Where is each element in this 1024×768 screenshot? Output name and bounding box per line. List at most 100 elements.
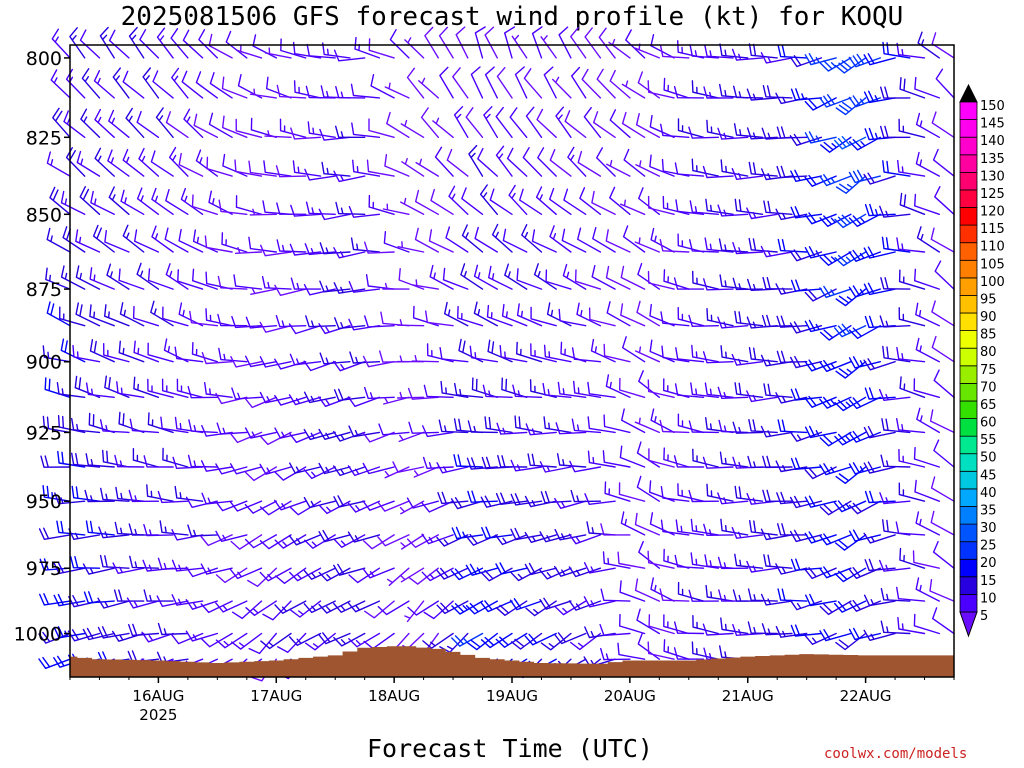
wind-barb [819,94,852,108]
colorbar-box [959,470,978,490]
x-tick-label: 18AUG [368,687,420,705]
wind-barb [57,450,86,468]
wind-barb [573,380,602,398]
wind-barb [533,263,557,290]
wind-barb [790,88,823,101]
wind-barb [897,616,926,635]
wind-barb [97,597,130,609]
wind-barb [819,325,852,341]
wind-barb [362,462,395,475]
wind-barb [200,563,233,575]
colorbar-label: 90 [980,310,997,325]
wind-barb [38,631,71,644]
wind-barb [898,307,926,327]
colorbar-label: 10 [980,591,997,606]
wind-barb [368,194,395,215]
wind-barb [848,213,881,227]
wind-barb [480,567,513,582]
wind-barb [303,600,336,614]
wind-barb [524,632,557,646]
wind-barb [762,455,793,469]
wind-barb [760,528,793,541]
wind-barb [333,247,366,259]
wind-barb [605,229,631,253]
wind-barb [420,107,439,138]
wind-barb [790,169,823,182]
wind-barb [244,427,277,439]
wind-barb [423,600,454,620]
wind-barb [508,184,528,215]
wind-barb [54,492,86,505]
wind-barb [848,285,881,298]
wind-barb [617,551,646,569]
wind-barb [549,187,572,215]
wind-barb [250,117,277,138]
wind-barb [880,125,911,139]
wind-barb [496,422,528,435]
wind-barb [60,190,86,215]
wind-barb [107,149,130,177]
wind-barb [100,487,130,502]
wind-barb [352,159,381,177]
wind-barb [834,534,867,551]
wind-barb [717,204,749,217]
wind-barb [495,562,528,575]
colorbar-label: 50 [980,451,997,466]
y-tick-label: 975 [26,558,62,580]
wind-barb [567,146,587,177]
wind-barb [599,624,631,637]
wind-barb [379,350,410,363]
colorbar-box [959,541,978,560]
wind-barb [915,151,940,177]
wind-barb [690,518,719,536]
wind-barb [377,600,410,616]
wind-barb [218,347,248,363]
wind-barb [259,567,292,582]
wind-barb [382,203,410,215]
wind-barb [178,152,204,177]
wind-barb [289,243,322,256]
wind-barb [760,593,793,606]
wind-barb [897,159,926,177]
wind-barb [480,600,513,613]
wind-barb [229,567,263,580]
wind-barb [152,70,174,99]
wind-barb [56,382,86,398]
wind-barb [583,562,616,574]
wind-barb [139,29,160,59]
wind-barb [318,529,351,543]
wind-barb [150,150,174,177]
wind-barb [929,579,955,602]
wind-barb [561,228,587,253]
wind-barb [649,480,675,502]
wind-barb [916,226,940,253]
wind-barb [749,520,778,536]
wind-barb [244,500,277,514]
wind-barb [677,483,705,502]
wind-barb [525,423,557,436]
wind-barb [584,493,616,505]
wind-barb [134,229,160,253]
wind-barb [398,431,425,443]
wind-barb [303,391,336,404]
wind-barb [880,588,911,602]
wind-barb [913,446,940,468]
wind-barb [127,623,160,637]
wind-barb [62,226,86,253]
x-axis-label: Forecast Time (UTC) [367,734,653,763]
wind-barb [488,265,513,290]
wind-barb [673,277,705,290]
wind-barb [819,533,852,546]
wind-barb [529,379,557,398]
wind-barb [453,454,484,468]
wind-barb [762,489,793,502]
colorbar-box [959,330,978,349]
wind-barb [89,267,115,290]
wind-barb [277,632,307,653]
wind-barb [790,279,823,292]
wind-barb [304,534,336,549]
wind-barb [731,168,764,180]
wind-barb [215,500,248,512]
wind-barb [468,144,484,177]
wind-barb [479,184,498,215]
